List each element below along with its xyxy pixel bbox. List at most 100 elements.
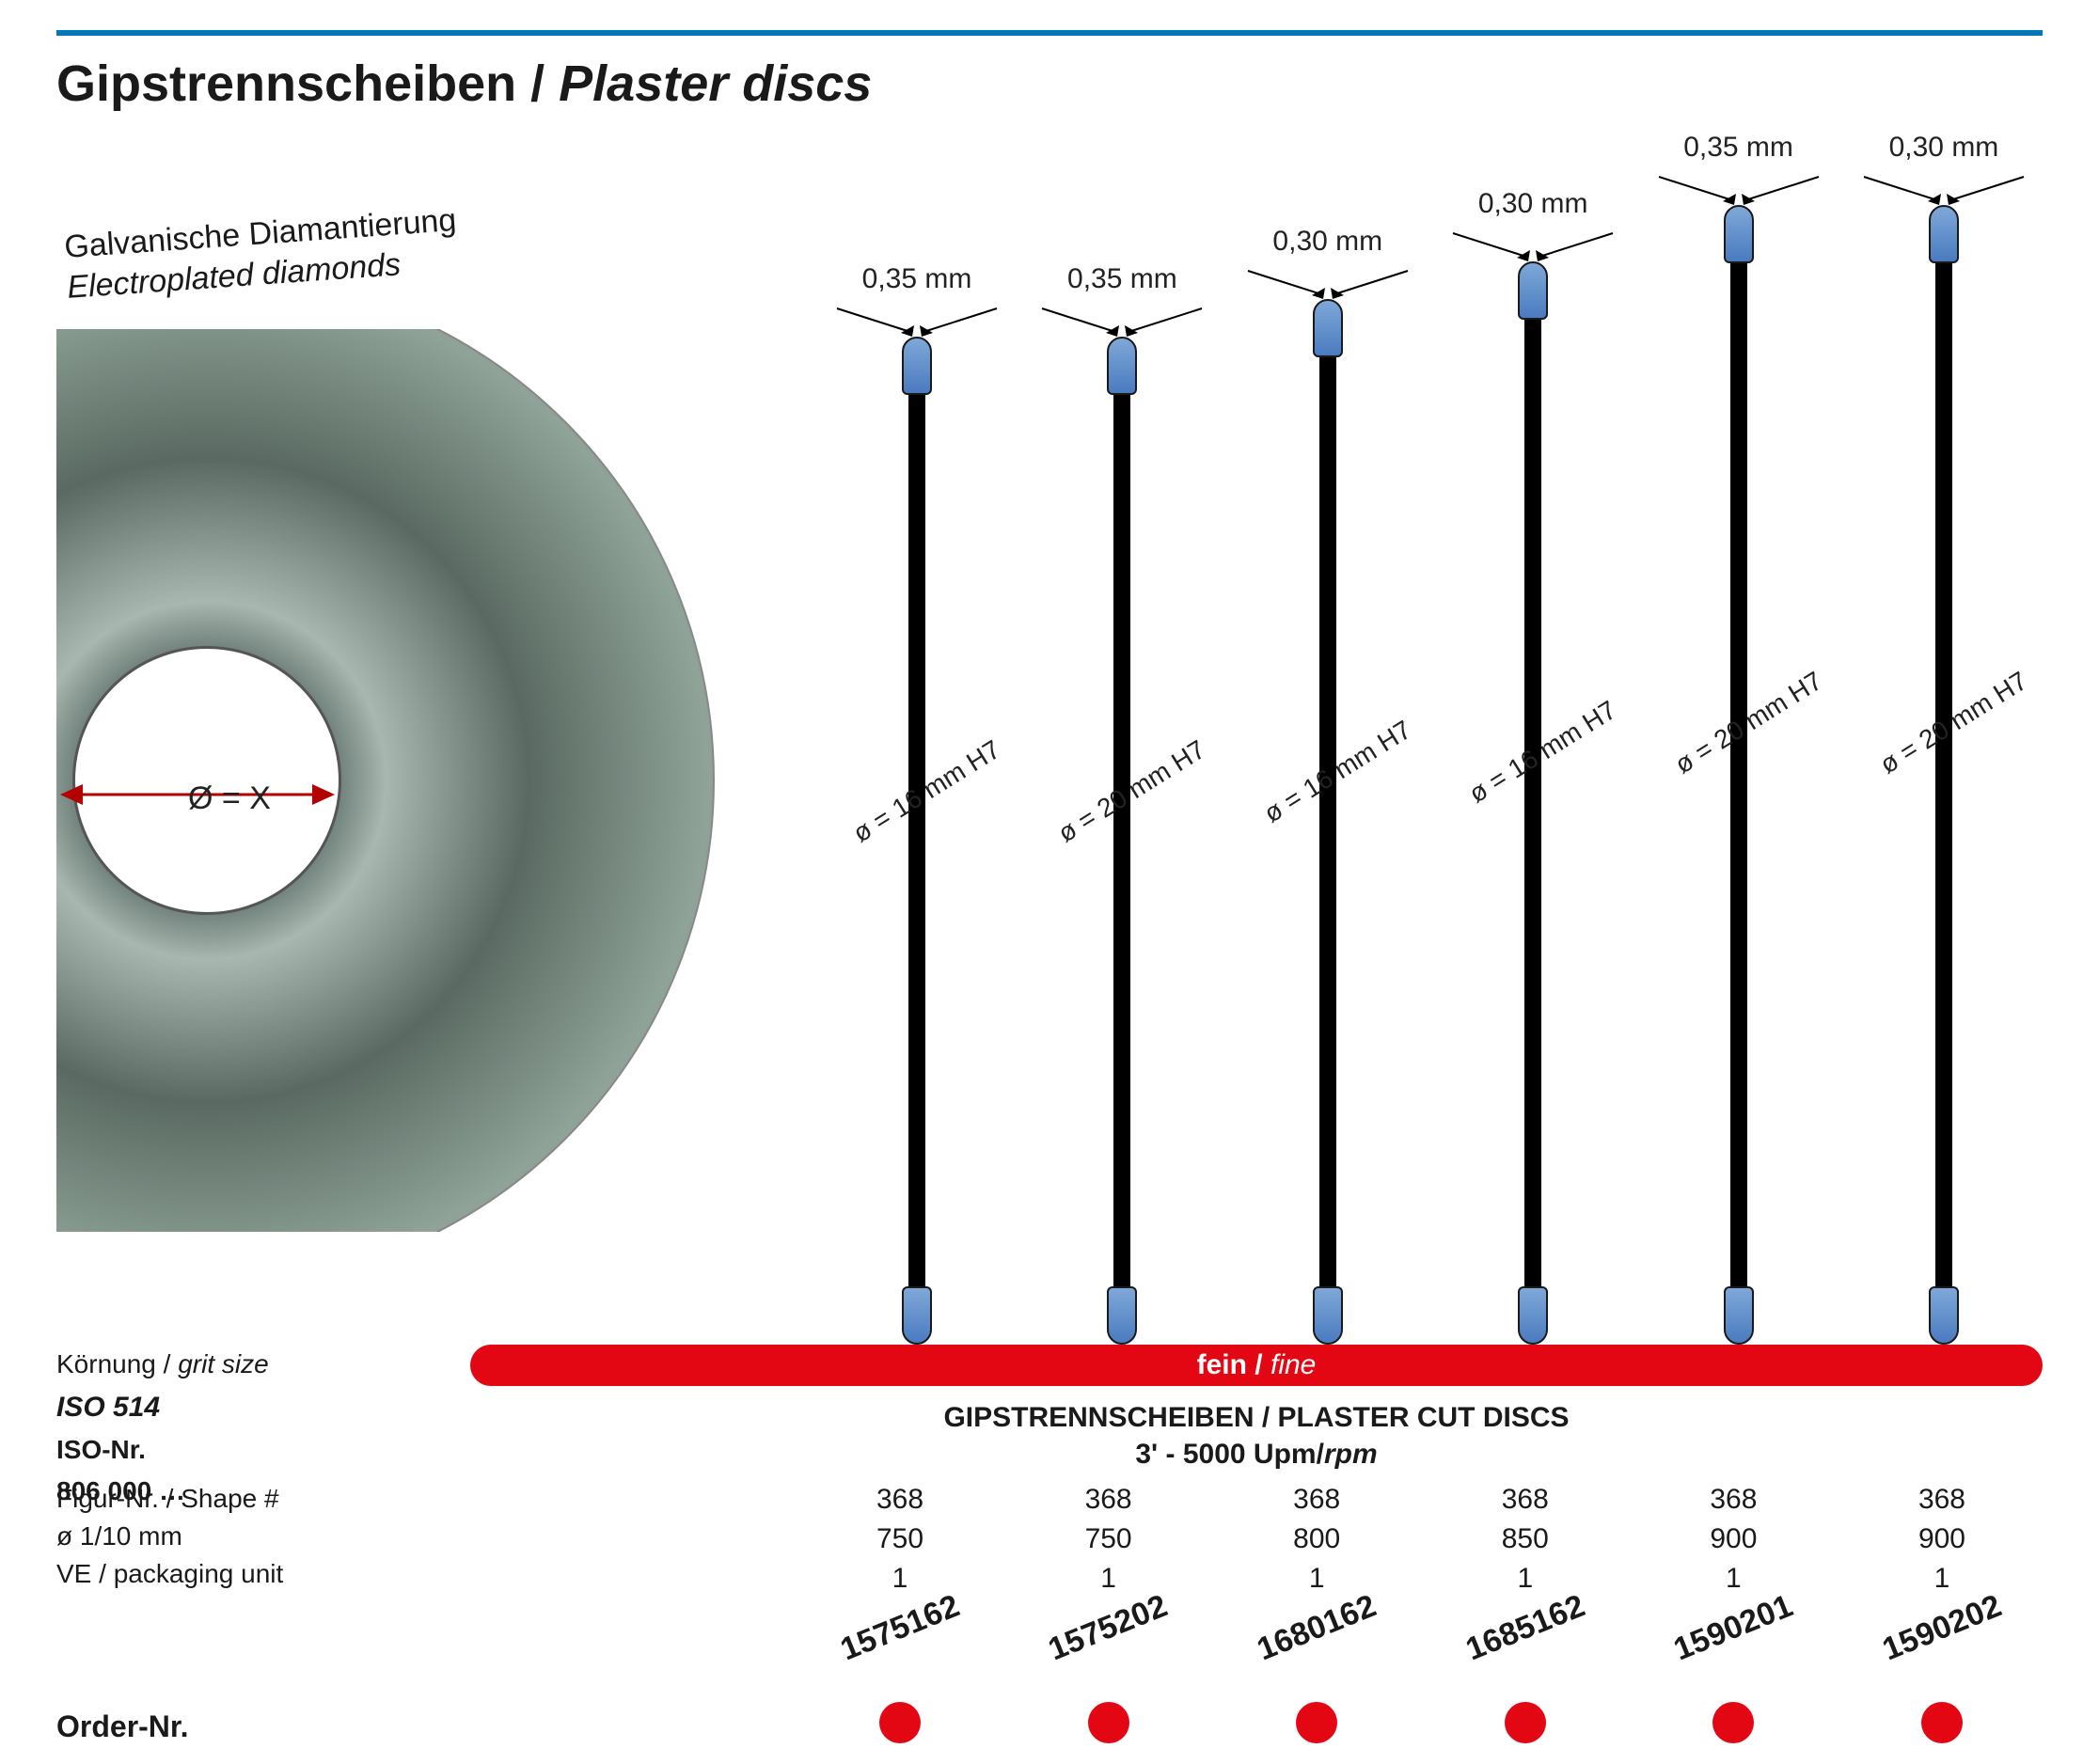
grit-label-de: Körnung <box>56 1349 156 1378</box>
ve-value: 1 <box>1841 1559 2043 1599</box>
data-column: 3689001 <box>1841 1480 2043 1599</box>
ve-value: 1 <box>1008 1559 1209 1599</box>
dot-row <box>799 1702 2043 1748</box>
title-sep: / <box>516 55 559 112</box>
profile-bar <box>908 395 925 1286</box>
profile-bar-wrap: ø = 16 mm H7 <box>818 337 1016 1345</box>
profile-bar <box>1113 395 1130 1286</box>
dot-column <box>1633 1702 1834 1748</box>
order-column: 1575202 <box>1008 1610 1209 1646</box>
profile-tip-bottom <box>1929 1286 1959 1345</box>
profile-tip-bottom <box>1107 1286 1137 1345</box>
shape-value: 368 <box>1425 1480 1626 1520</box>
thickness-arrow-icon <box>1854 167 2033 205</box>
diam-value: 800 <box>1216 1520 1417 1559</box>
profile-column: 0,35 mmø = 16 mm H7 <box>818 122 1016 1345</box>
diam-value: 750 <box>1008 1520 1209 1559</box>
thickness-label: 0,35 mm <box>1683 132 1793 164</box>
shape-value: 368 <box>1216 1480 1417 1520</box>
order-number: 1590202 <box>1877 1588 2006 1669</box>
indicator-dot-icon <box>1921 1702 1963 1743</box>
profile-column: 0,35 mm ø = 20 mm H7 <box>1640 122 1838 1345</box>
subtitle: Galvanische Diamantierung Electroplated … <box>63 200 461 307</box>
order-number: 1575202 <box>1044 1588 1173 1669</box>
order-column: 1590202 <box>1841 1610 2043 1646</box>
center-heading-text: GIPSTRENNSCHEIBEN / PLASTER CUT DISCS <box>470 1399 2043 1436</box>
rpm-de: 3' - 5000 Upm/ <box>1135 1439 1324 1470</box>
dot-column <box>1841 1702 2043 1748</box>
profile-bar-wrap: ø = 16 mm H7 <box>1229 299 1427 1345</box>
profile-tip-top <box>1724 205 1754 263</box>
shape-label-en: Shape # <box>181 1484 278 1513</box>
shape-value: 368 <box>1841 1480 2043 1520</box>
diameter-label: ø = 16 mm H7 <box>1464 695 1622 810</box>
top-divider <box>56 30 2043 36</box>
title-de: Gipstrennscheiben <box>56 55 516 112</box>
shape-value: 368 <box>799 1480 1001 1520</box>
thickness-label: 0,30 mm <box>1478 188 1588 220</box>
profile-bar <box>1319 357 1336 1286</box>
profile-bar <box>1935 263 1952 1286</box>
ve-label-en: packaging unit <box>114 1559 284 1588</box>
page-title: Gipstrennscheiben / Plaster discs <box>56 55 872 113</box>
profile-tip-bottom <box>1724 1286 1754 1345</box>
indicator-dot-icon <box>1296 1702 1337 1743</box>
thickness-arrow-icon <box>1444 224 1622 261</box>
profile-bar-wrap: ø = 20 mm H7 <box>1023 337 1221 1345</box>
center-heading: GIPSTRENNSCHEIBEN / PLASTER CUT DISCS 3'… <box>470 1399 2043 1473</box>
row-labels: Figur-Nr. / Shape # ø 1/10 mm VE / packa… <box>56 1480 283 1592</box>
profile-diagrams: 0,35 mmø = 16 mm H70,35 mmø = 20 mm H70,… <box>818 122 2043 1345</box>
order-nr-label: Order-Nr. <box>56 1709 188 1744</box>
data-column: 3689001 <box>1633 1480 1834 1599</box>
profile-tip-top <box>902 337 932 395</box>
grit-pill: fein / fine <box>470 1345 2043 1386</box>
profile-column: 0,30 mm ø = 16 mm H7 <box>1434 122 1632 1345</box>
order-row: 1575162157520216801621685162159020115902… <box>799 1610 2043 1646</box>
profile-bar <box>1730 263 1747 1286</box>
iso514-label: ISO 514 <box>56 1386 451 1428</box>
ve-value: 1 <box>1633 1559 1834 1599</box>
disc-image: Ø = X <box>56 329 771 1232</box>
rpm-en: rpm <box>1324 1439 1378 1470</box>
title-en: Plaster discs <box>559 55 872 112</box>
grit-label-en: grit size <box>178 1349 268 1378</box>
diameter-label: ø = 20 mm H7 <box>1669 666 1827 780</box>
diam-value: 900 <box>1633 1520 1834 1559</box>
data-column: 3688001 <box>1216 1480 1417 1599</box>
dot-column <box>1008 1702 1209 1748</box>
grit-value-de: fein <box>1197 1349 1247 1380</box>
thickness-arrow-icon <box>1239 261 1417 299</box>
thickness-label: 0,35 mm <box>1067 263 1177 295</box>
order-column: 1685162 <box>1425 1610 1626 1646</box>
shape-value: 368 <box>1008 1480 1209 1520</box>
profile-tip-top <box>1929 205 1959 263</box>
profile-tip-top <box>1313 299 1343 357</box>
disc-center-label: Ø = X <box>188 780 271 817</box>
dot-column <box>1216 1702 1417 1748</box>
data-columns: 3687501368750136880013688501368900136890… <box>799 1480 2043 1599</box>
profile-tip-top <box>1107 337 1137 395</box>
ve-value: 1 <box>1216 1559 1417 1599</box>
data-column: 3687501 <box>799 1480 1001 1599</box>
ve-value: 1 <box>1425 1559 1626 1599</box>
order-column: 1575162 <box>799 1610 1001 1646</box>
indicator-dot-icon <box>1088 1702 1129 1743</box>
shape-value: 368 <box>1633 1480 1834 1520</box>
ve-label-de: VE / <box>56 1559 106 1588</box>
order-number: 1680162 <box>1253 1588 1381 1669</box>
thickness-label: 0,30 mm <box>1889 132 1999 164</box>
indicator-dot-icon <box>879 1702 921 1743</box>
diam-value: 750 <box>799 1520 1001 1559</box>
thickness-arrow-icon <box>828 299 1006 337</box>
profile-column: 0,30 mmø = 16 mm H7 <box>1229 122 1427 1345</box>
profile-bar-wrap: ø = 16 mm H7 <box>1434 261 1632 1345</box>
thickness-arrow-icon <box>1649 167 1828 205</box>
data-column: 3688501 <box>1425 1480 1626 1599</box>
profile-bar <box>1524 320 1541 1286</box>
profile-tip-bottom <box>902 1286 932 1345</box>
profile-tip-bottom <box>1518 1286 1548 1345</box>
indicator-dot-icon <box>1505 1702 1546 1743</box>
profile-tip-top <box>1518 261 1548 320</box>
grit-value-en: fine <box>1270 1349 1316 1380</box>
iso-nr-label: ISO-Nr. <box>56 1430 451 1470</box>
